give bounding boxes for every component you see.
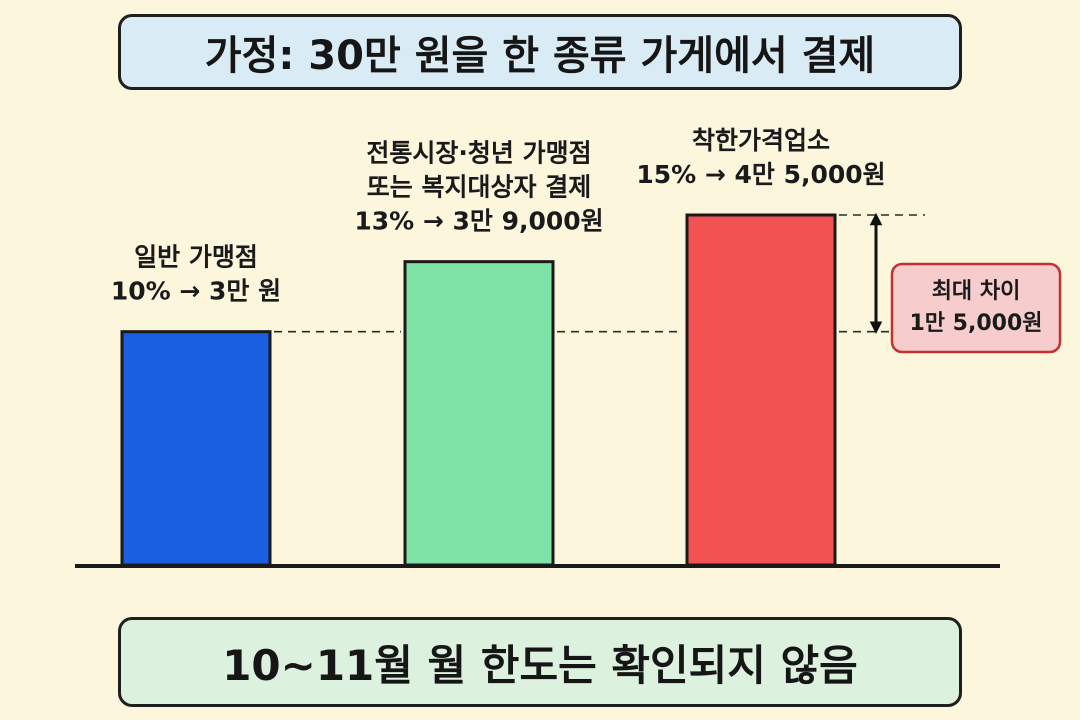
bar-1: [120, 330, 272, 567]
difference-box: [890, 262, 1062, 354]
chart-title: 가정: 30만 원을 한 종류 가게에서 결제: [118, 14, 962, 90]
bar-label-2-line-2: 또는 복지대상자 결제: [367, 173, 591, 202]
bar-label-3-line-2: 15% → 4만 5,000원: [636, 160, 885, 189]
bar-3: [685, 213, 837, 567]
bar-label-1-line-2: 10% → 3만 원: [111, 277, 281, 306]
bar-label-2-line-1: 전통시장·청년 가맹점: [366, 139, 591, 168]
bar-label-1-line-1: 일반 가맹점: [134, 243, 258, 272]
difference-label-line-1: 최대 차이: [932, 279, 1021, 304]
bar-label-3-line-1: 착한가격업소: [692, 126, 830, 155]
bar-2: [403, 260, 555, 567]
footer-note: 10~11월 월 한도는 확인되지 않음: [118, 617, 962, 707]
bar-label-2-line-3: 13% → 3만 9,000원: [354, 207, 603, 236]
difference-label-line-2: 1만 5,000원: [909, 311, 1042, 336]
